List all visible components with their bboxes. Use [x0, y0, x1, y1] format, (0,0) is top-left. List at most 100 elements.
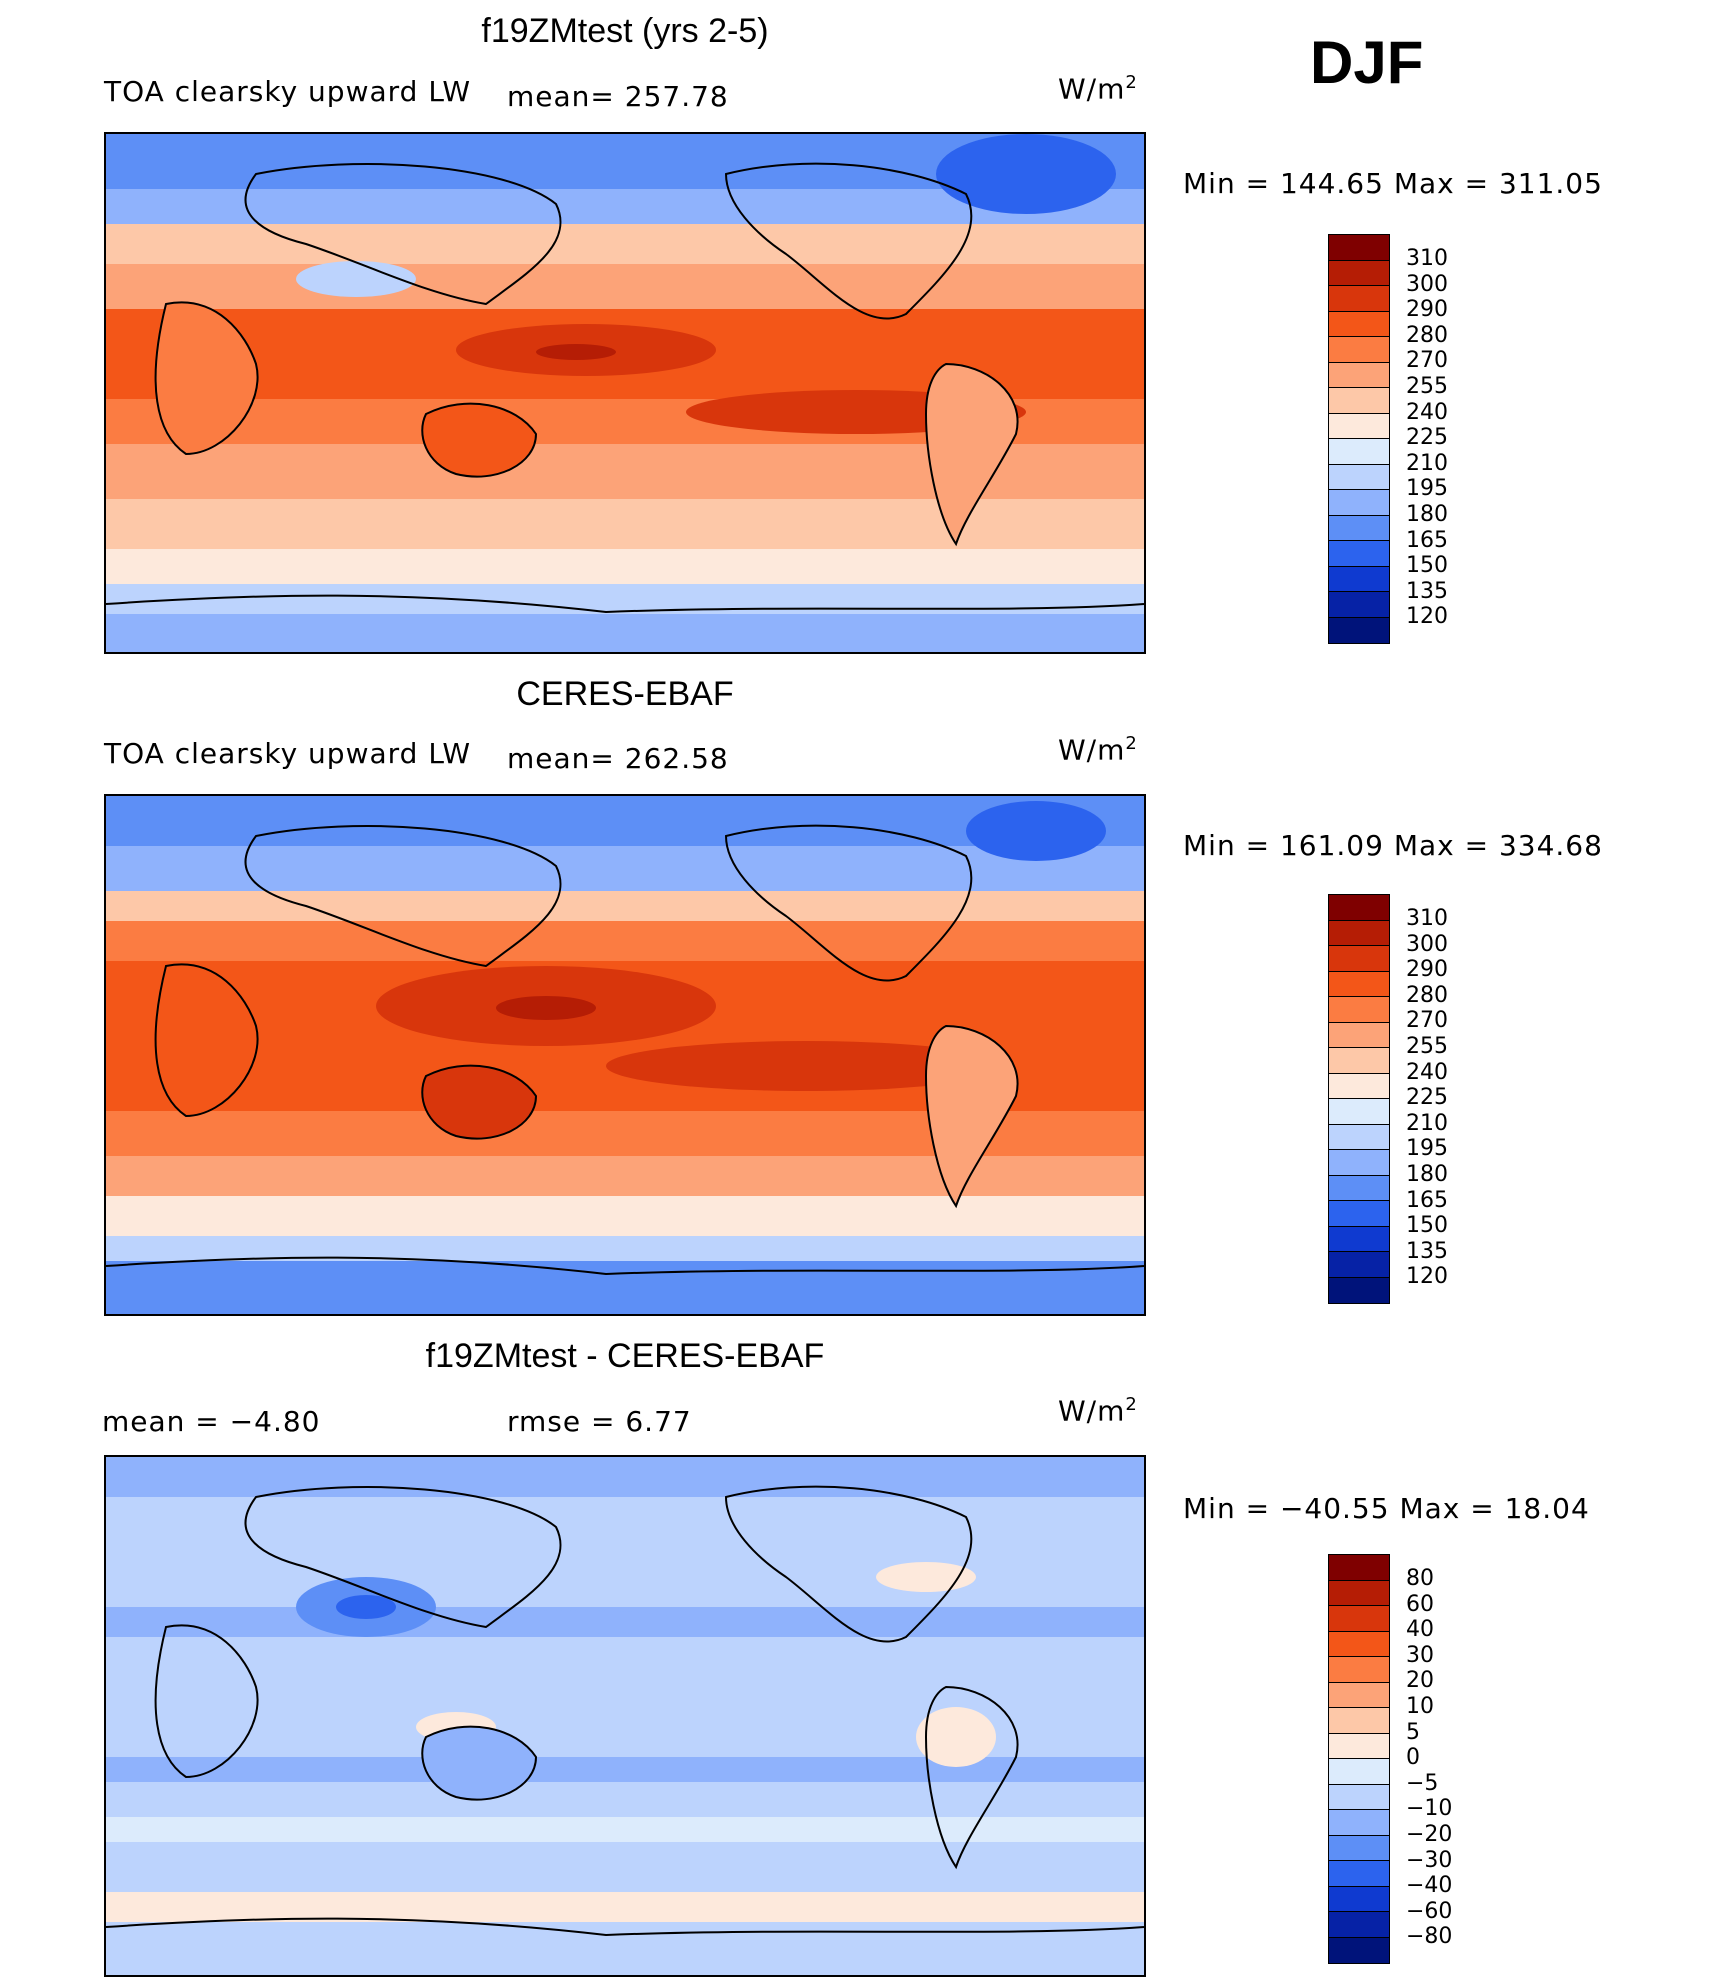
band [106, 1196, 1144, 1236]
band [106, 1457, 1144, 1497]
colorbar-tick: 225 [1406, 1085, 1448, 1111]
coastline [154, 1624, 259, 1779]
warm-core [536, 344, 616, 360]
coastline [421, 1064, 538, 1140]
colorbar-swatch [1329, 1657, 1389, 1683]
colorbar-tick: 165 [1406, 527, 1448, 553]
colorbar-tick: 165 [1406, 1187, 1448, 1213]
colorbar-swatch [1329, 1201, 1389, 1227]
colorbar-swatch [1329, 1631, 1389, 1657]
coastline [106, 594, 1144, 614]
panel-3-colorbar [1328, 1554, 1390, 1964]
band [106, 1817, 1144, 1842]
coastline [244, 1486, 562, 1629]
colorbar-tick: 310 [1406, 906, 1448, 931]
colorbar-swatch [1329, 235, 1389, 261]
colorbar-swatch [1329, 1580, 1389, 1606]
panel-1-colorbar-ticks: 310 300 290 280 270 255 240 225 210 195 … [1406, 248, 1448, 632]
colorbar-swatch [1329, 566, 1389, 592]
panel-3-title: f19ZMtest - CERES-EBAF [425, 1337, 825, 1375]
band [106, 891, 1144, 921]
coastline [106, 1917, 1144, 1937]
band [106, 1892, 1144, 1922]
coastline [154, 963, 259, 1118]
coastline [924, 362, 1019, 547]
colorbar-swatch [1329, 311, 1389, 337]
colorbar-tick: 60 [1406, 1591, 1434, 1617]
panel-1-map-field [106, 134, 1144, 652]
colorbar-tick: −20 [1406, 1821, 1453, 1847]
colorbar-tick: 210 [1406, 1110, 1448, 1136]
coastline [244, 163, 562, 306]
colorbar-swatch [1329, 1759, 1389, 1785]
warm-core [606, 1041, 1006, 1091]
colorbar-tick: 195 [1406, 476, 1448, 502]
colorbar-swatch [1329, 617, 1389, 643]
coastline [724, 162, 973, 320]
colorbar-swatch [1329, 1810, 1389, 1836]
colorbar-swatch [1329, 362, 1389, 388]
colorbar-tick: 290 [1406, 957, 1448, 983]
colorbar-tick: 30 [1406, 1642, 1434, 1668]
coastline [244, 825, 562, 968]
anomaly-patch [876, 1562, 976, 1592]
colorbar-swatch [1329, 997, 1389, 1023]
colorbar-tick: 270 [1406, 348, 1448, 374]
colorbar-swatch [1329, 439, 1389, 465]
colorbar-tick: 135 [1406, 1238, 1448, 1264]
panel-2-colorbar-ticks: 310 300 290 280 270 255 240 225 210 195 … [1406, 908, 1448, 1292]
coastline [724, 824, 973, 982]
colorbar-swatch [1329, 895, 1389, 921]
coastline [106, 1256, 1144, 1276]
colorbar-swatch [1329, 388, 1389, 414]
colorbar-tick: 210 [1406, 450, 1448, 476]
colorbar-swatch [1329, 1937, 1389, 1963]
cold-patch [966, 801, 1106, 861]
band [106, 549, 1144, 584]
colorbar-tick: 195 [1406, 1136, 1448, 1162]
colorbar-tick: 80 [1406, 1566, 1434, 1591]
colorbar-swatch [1329, 1886, 1389, 1912]
panel-2-colorbar [1328, 894, 1390, 1304]
colorbar-tick: 20 [1406, 1668, 1434, 1694]
panel-2-min-max: Min = 161.09 Max = 334.68 [1183, 829, 1603, 862]
anomaly-patch [916, 1707, 996, 1767]
colorbar-tick: 280 [1406, 322, 1448, 348]
cold-patch [296, 261, 416, 297]
colorbar-swatch [1329, 1277, 1389, 1303]
colorbar-tick: 40 [1406, 1617, 1434, 1643]
coastline [421, 402, 538, 478]
warm-core [496, 996, 596, 1020]
colorbar-tick: −40 [1406, 1873, 1453, 1899]
panel-3-map-field [106, 1457, 1144, 1975]
colorbar-tick: 240 [1406, 1059, 1448, 1085]
colorbar-tick: 120 [1406, 604, 1448, 630]
colorbar-swatch [1329, 1912, 1389, 1938]
colorbar-tick: 135 [1406, 578, 1448, 604]
coastline [154, 301, 259, 456]
panel-3-min-max: Min = −40.55 Max = 18.04 [1183, 1492, 1590, 1525]
panel-2-title: CERES-EBAF [516, 675, 734, 713]
panel-2-map-field [106, 796, 1144, 1314]
panel-2-mean-label: mean= 262.58 [507, 742, 729, 775]
colorbar-tick: 290 [1406, 297, 1448, 323]
colorbar-swatch [1329, 1733, 1389, 1759]
colorbar-tick: 300 [1406, 931, 1448, 957]
band [106, 224, 1144, 264]
coastline [924, 1685, 1019, 1870]
band [106, 264, 1144, 309]
colorbar-tick: 5 [1406, 1719, 1420, 1745]
colorbar-tick: 10 [1406, 1693, 1434, 1719]
colorbar-tick: 225 [1406, 425, 1448, 451]
band [106, 1236, 1144, 1261]
panel-1-mean-label: mean= 257.78 [507, 80, 729, 113]
colorbar-tick: 255 [1406, 1033, 1448, 1059]
colorbar-tick: 120 [1406, 1264, 1448, 1290]
colorbar-tick: −80 [1406, 1924, 1453, 1950]
panel-2-units: W/m2 [1058, 733, 1138, 767]
coastline [924, 1024, 1019, 1209]
colorbar-tick: 0 [1406, 1745, 1420, 1771]
colorbar-swatch [1329, 946, 1389, 972]
colorbar-swatch [1329, 490, 1389, 516]
colorbar-swatch [1329, 1099, 1389, 1125]
